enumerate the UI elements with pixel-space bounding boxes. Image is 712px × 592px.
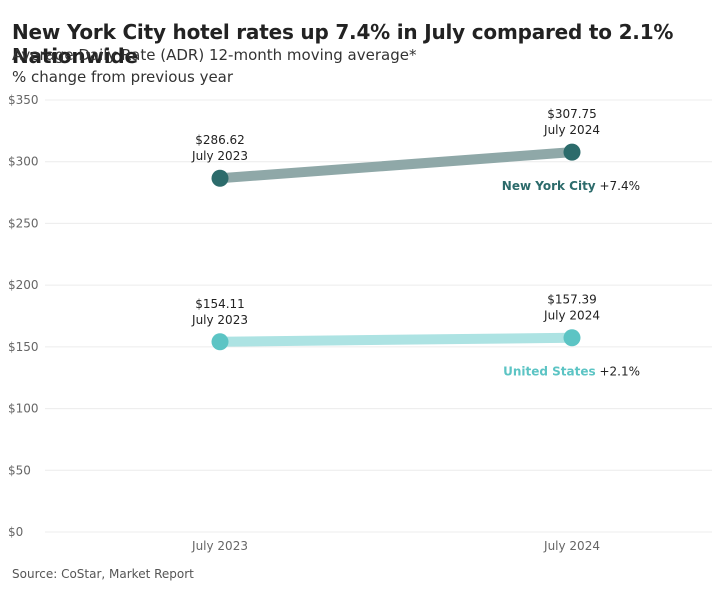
- data-point: [211, 169, 229, 187]
- data-point: [211, 333, 229, 351]
- x-tick-label: July 2023: [191, 539, 248, 553]
- data-label: $307.75: [547, 107, 597, 121]
- chart-subtitle-2: % change from previous year: [12, 68, 234, 86]
- data-point: [563, 143, 581, 161]
- data-label: $286.62: [195, 133, 245, 147]
- y-tick-label: $150: [8, 340, 39, 354]
- data-label: $157.39: [547, 293, 597, 307]
- y-tick-label: $100: [8, 402, 39, 416]
- y-tick-label: $350: [8, 93, 39, 107]
- data-label-date: July 2023: [191, 313, 248, 327]
- data-label-date: July 2024: [543, 309, 600, 323]
- data-label-date: July 2023: [191, 149, 248, 163]
- data-label-date: July 2024: [543, 123, 600, 137]
- series-label: New York City +7.4%: [502, 179, 640, 193]
- y-tick-label: $0: [8, 525, 23, 539]
- series-change: +7.4%: [596, 179, 640, 193]
- series-label: United States +2.1%: [503, 365, 640, 379]
- chart-subtitle: Average Daily Rate (ADR) 12-month moving…: [12, 46, 417, 64]
- series-change: +2.1%: [596, 365, 640, 379]
- data-label: $154.11: [195, 297, 245, 311]
- series-name: United States: [503, 365, 596, 379]
- chart-title: New York City hotel rates up 7.4% in Jul…: [12, 20, 674, 68]
- y-tick-label: $250: [8, 216, 39, 230]
- series-line: [215, 147, 577, 184]
- data-point: [563, 329, 581, 347]
- y-tick-label: $300: [8, 155, 39, 169]
- y-tick-label: $50: [8, 463, 31, 477]
- series-name: New York City: [502, 179, 596, 193]
- series-line: [215, 332, 577, 347]
- y-tick-label: $200: [8, 278, 39, 292]
- source-note: Source: CoStar, Market Report: [12, 567, 194, 581]
- x-tick-label: July 2024: [543, 539, 600, 553]
